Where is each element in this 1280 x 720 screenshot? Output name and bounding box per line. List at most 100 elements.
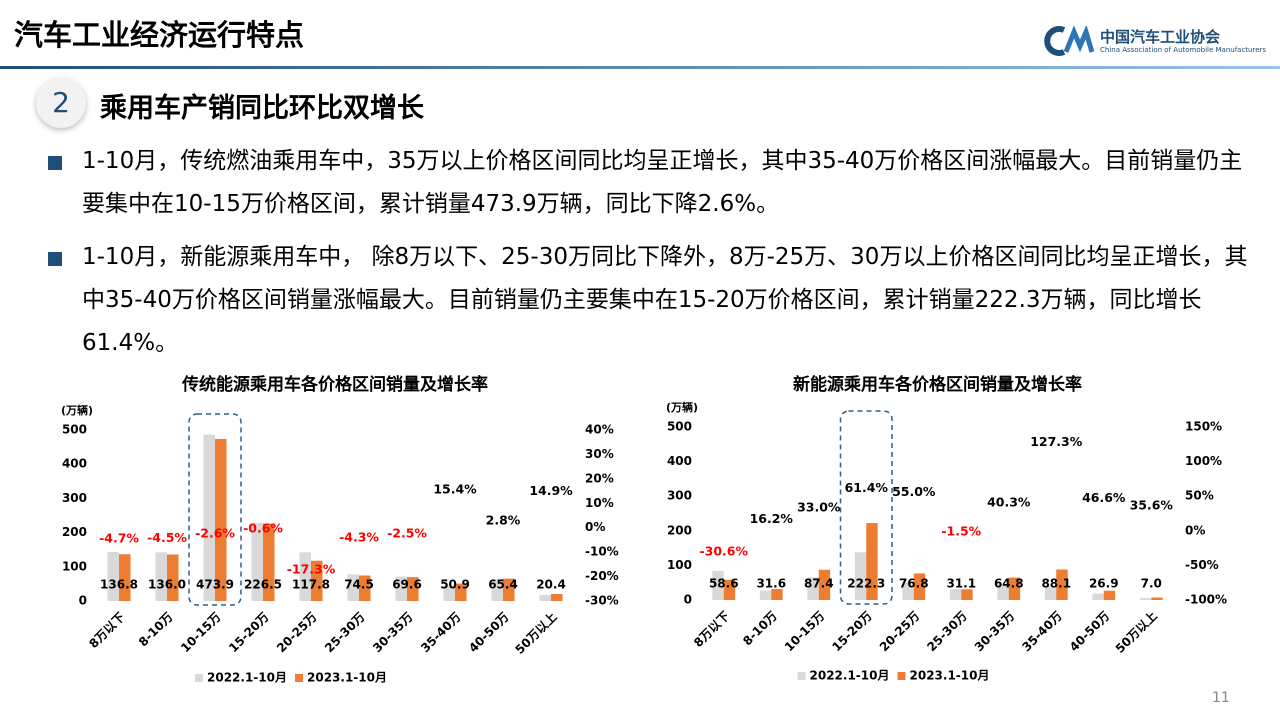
growth-label: 2.8% [486,512,521,527]
x-tick-label: 35-40万 [1019,609,1065,655]
y-tick-label: 400 [667,454,692,468]
section-number: 2 [36,78,86,128]
bar-value-label: 31.6 [756,577,786,591]
x-tick-label: 50万以上 [1112,608,1160,656]
bar [807,577,819,600]
bar [359,575,371,601]
bar-value-label: 20.4 [536,578,566,592]
bar [491,579,503,601]
bar [455,583,467,601]
x-tick-label: 20-25万 [877,609,923,655]
bar [818,569,831,600]
y2-tick-label: -10% [585,545,619,559]
section-title: 乘用车产销同比环比双增长 [100,93,424,124]
y2-tick-label: -30% [585,594,619,608]
y2-tick-label: 20% [585,471,614,485]
x-tick-label: 35-40万 [418,610,464,656]
y-tick-label: 200 [667,523,692,537]
y-tick-label: 500 [62,423,87,437]
bar-value-label: 65.4 [488,578,518,592]
growth-label: 33.0% [797,499,841,514]
y-axis-label: (万辆) [666,400,698,414]
growth-label: -0.6% [243,521,283,536]
bar [299,552,311,601]
logo [1044,26,1094,56]
bar [902,582,914,600]
bar-value-label: 136.8 [100,578,138,592]
legend-label: 2022.1-10月 [207,671,287,685]
x-tick-label: 30-35万 [972,609,1018,655]
bar [1008,577,1021,600]
bar-value-label: 222.3 [847,577,885,591]
bar-value-label: 31.1 [946,577,976,591]
x-tick-label: 10-15万 [178,610,224,656]
bar [311,560,323,601]
bar-value-label: 7.0 [1141,577,1162,591]
bar [443,585,455,601]
highlight-box [188,413,242,606]
bar [167,554,179,601]
legend-swatch [797,672,806,680]
bar-value-label: 76.8 [899,577,929,591]
y2-tick-label: -100% [1185,593,1227,607]
growth-label: 127.3% [1030,434,1083,449]
bar-value-label: 117.8 [292,578,330,592]
y2-tick-label: 10% [585,496,614,510]
x-tick-label: 8-10万 [740,609,780,649]
bar-value-label: 226.5 [244,578,282,592]
legend-label: 2023.1-10月 [307,671,387,685]
growth-label: -2.6% [195,526,235,541]
bar [997,584,1009,600]
bar-value-label: 473.9 [196,578,234,592]
y-tick-label: 100 [62,559,87,573]
x-tick-label: 15-20万 [829,609,875,655]
x-tick-label: 8万以下 [86,610,127,651]
x-tick-label: 8万以下 [691,609,732,650]
org-name-en: China Association of Automobile Manufact… [1100,46,1267,54]
bullet: 1-10月，新能源乘用车中， 除8万以下、25-30万同比下降外，8万-25万、… [48,236,1248,365]
legend-swatch [897,672,906,680]
bar [107,551,119,601]
y-tick-label: 300 [62,491,87,505]
x-tick-label: 50万以上 [512,609,560,657]
bar [251,523,263,601]
growth-label: -30.6% [699,543,748,558]
y-tick-label: 500 [667,420,692,434]
y2-tick-label: 30% [585,447,614,461]
y-tick-label: 0 [684,593,692,607]
y-tick-label: 200 [62,525,87,539]
y2-tick-label: 0% [1185,523,1205,537]
growth-label: -2.5% [387,525,427,540]
x-tick-label: 15-20万 [226,610,272,656]
slide-title: 汽车工业经济运行特点 [14,18,305,52]
chart-title: 新能源乘用车各价格区间销量及增长率 [793,374,1082,395]
bar [155,552,167,601]
legend-swatch [195,674,203,682]
x-tick-label: 8-10万 [136,610,176,650]
growth-label: -4.5% [147,530,187,545]
growth-label: -4.7% [99,531,139,546]
growth-label: 40.3% [987,494,1031,509]
bar-value-label: 69.6 [392,578,422,592]
y2-tick-label: -20% [585,569,619,583]
bar [1056,569,1068,600]
x-tick-label: 30-35万 [370,610,416,656]
bar [913,573,926,600]
bar [395,576,407,601]
bar-value-label: 50.9 [440,578,470,592]
org-name: 中国汽车工业协会 [1100,28,1221,46]
bar-value-label: 74.5 [344,578,374,592]
y-tick-label: 400 [62,457,87,471]
bar [347,574,359,601]
growth-label: 55.0% [892,484,936,499]
chart-title: 传统能源乘用车各价格区间销量及增长率 [181,374,488,395]
bar [503,578,515,601]
bar [1103,590,1116,600]
y2-tick-label: 40% [585,423,614,437]
bar-value-label: 26.9 [1089,577,1119,591]
bullet-text: 1-10月，新能源乘用车中， 除8万以下、25-30万同比下降外，8万-25万、… [82,244,1248,356]
growth-label: 16.2% [750,511,794,526]
x-tick-label: 20-25万 [274,610,320,656]
bar [1044,586,1057,600]
